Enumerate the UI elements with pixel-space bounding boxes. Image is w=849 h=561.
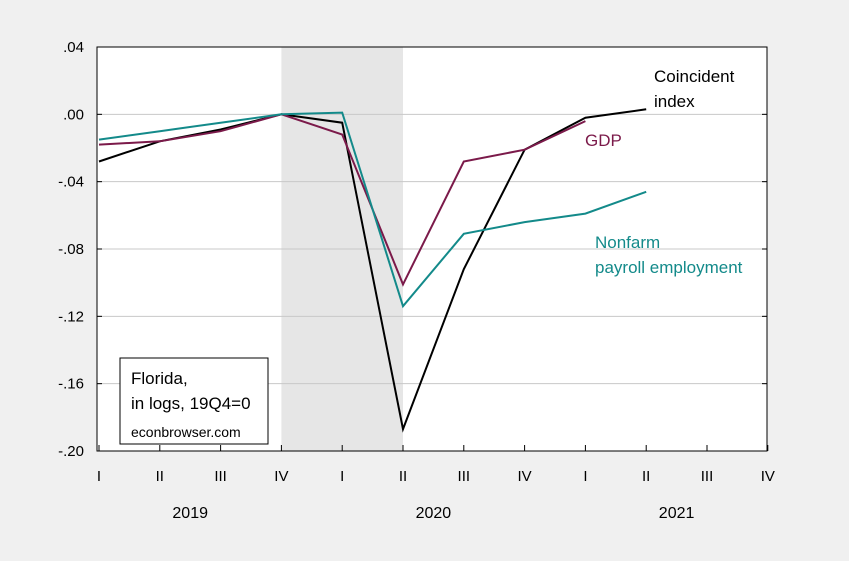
note-box: Florida, in logs, 19Q4=0 econbrowser.com (119, 357, 269, 445)
series-label-nonfarm-line1: Nonfarm (595, 233, 660, 252)
x-tick-label: II (642, 468, 650, 485)
x-tick-label: III (701, 468, 714, 485)
year-label: 2020 (416, 505, 452, 522)
series-line-nonfarm-payroll-employment (98, 111, 647, 309)
y-tick-label: -.08 (58, 241, 84, 258)
x-tick-label: I (583, 468, 587, 485)
year-label: 2019 (172, 505, 208, 522)
x-tick-label: I (97, 468, 101, 485)
series-lines (98, 108, 647, 433)
y-tick-label: -.04 (58, 174, 84, 191)
series-label-coincident-line1: Coincident (654, 67, 735, 86)
y-tick-label: -.12 (58, 308, 84, 325)
series-label-nonfarm-line2: payroll employment (595, 258, 743, 277)
y-tick-label: -.16 (58, 376, 84, 393)
series-label-coincident-line2: index (654, 92, 695, 111)
note-box-frame (119, 357, 269, 445)
x-tick-label: IV (518, 468, 532, 485)
note-line-2: in logs, 19Q4=0 (131, 394, 251, 413)
x-tick-label: III (458, 468, 471, 485)
y-tick-label: .04 (63, 39, 84, 56)
y-tick-label: .00 (63, 106, 84, 123)
year-label: 2021 (659, 505, 695, 522)
note-line-1: Florida, (131, 369, 188, 388)
x-tick-label: IV (761, 468, 775, 485)
note-source: econbrowser.com (131, 424, 241, 440)
y-tick-label: -.20 (58, 443, 84, 460)
x-tick-label: II (156, 468, 164, 485)
series-label-gdp: GDP (585, 131, 622, 150)
x-tick-label: IV (274, 468, 288, 485)
x-tick-label: II (399, 468, 407, 485)
series-line-gdp (98, 113, 586, 287)
x-tick-label: III (214, 468, 227, 485)
x-tick-label: I (340, 468, 344, 485)
y-axis: .04 .00 -.04 -.08 -.12 -.16 -.20 (58, 39, 767, 460)
